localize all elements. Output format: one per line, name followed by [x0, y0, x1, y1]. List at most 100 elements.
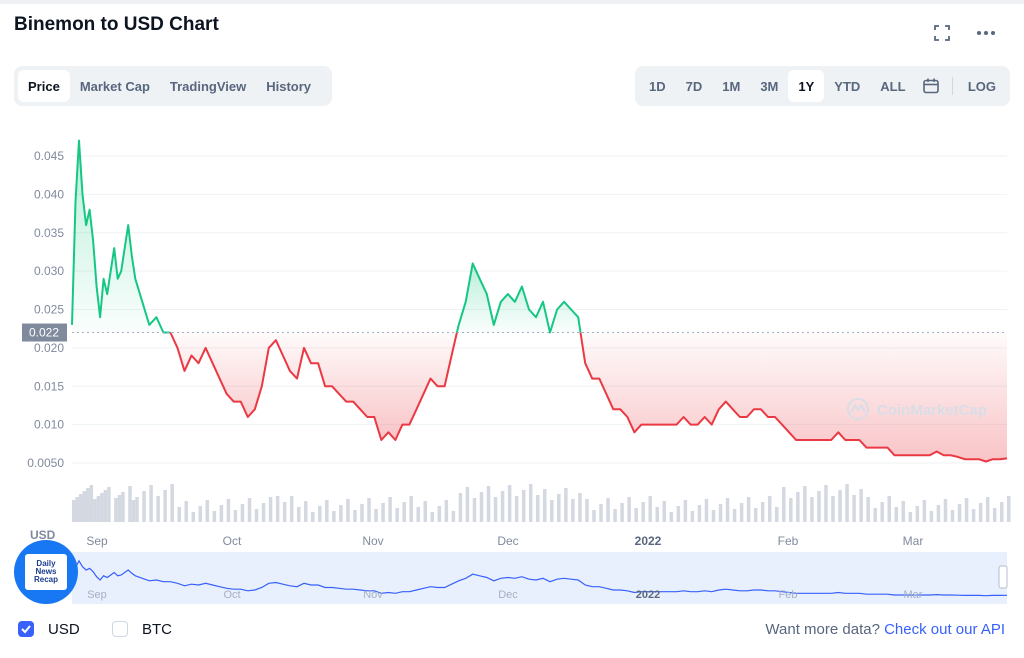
navigator-tick-label: Mar	[904, 589, 923, 601]
x-tick-label: Oct	[223, 534, 242, 548]
navigator-tick-label: Feb	[779, 589, 798, 601]
badge-text: Daily News Recap	[33, 559, 58, 584]
price-chart[interactable]: 0.022 0.045 0.040 0.035 0.030 0.025 0.020 0.01…	[0, 0, 1024, 610]
volume-bar	[824, 485, 828, 522]
tab-history[interactable]: History	[266, 78, 312, 94]
volume-bar	[131, 500, 136, 522]
volume-bar	[578, 493, 582, 522]
volume-bar	[226, 499, 231, 522]
volume-bar	[103, 490, 108, 522]
volume-bar	[985, 497, 990, 522]
price-line-down	[579, 332, 1008, 463]
volume-bar	[458, 493, 463, 522]
volume-bar	[212, 511, 217, 522]
volume-bar	[999, 502, 1004, 522]
volume-bar	[521, 490, 526, 522]
volume-bar	[388, 497, 392, 522]
volume-bar	[381, 503, 385, 522]
volume-bar	[107, 487, 111, 522]
calendar-icon[interactable]	[916, 70, 946, 102]
volume-bar	[96, 496, 101, 522]
navigator-tick-label: Oct	[223, 589, 240, 601]
volume-bar	[627, 497, 631, 522]
btc-checkbox[interactable]	[112, 621, 128, 637]
daily-news-recap-badge[interactable]: Daily News Recap	[14, 540, 78, 604]
watermark-text: CoinMarketCap	[877, 402, 987, 419]
range-ytd[interactable]: YTD	[834, 78, 861, 94]
volume-bar	[592, 510, 596, 522]
volume-bar	[423, 501, 428, 522]
volume-bar	[486, 486, 491, 522]
volume-bar	[275, 496, 280, 522]
y-tick-label: 0.035	[34, 226, 64, 240]
volume-bar	[676, 506, 681, 522]
api-cta: Want more data? Check out our API	[765, 621, 1005, 638]
usd-label: USD	[48, 621, 80, 638]
volume-bar	[100, 493, 104, 522]
volume-bar	[859, 489, 863, 522]
tab-market-cap[interactable]: Market Cap	[79, 78, 150, 94]
volume-bar	[135, 497, 139, 522]
volume-bar	[402, 502, 406, 522]
volume-bar	[971, 509, 976, 522]
volume-bar	[465, 487, 470, 522]
tab-price[interactable]: Price	[18, 70, 70, 102]
volume-bar	[170, 484, 174, 522]
volume-bar	[964, 498, 969, 522]
coinmarketcap-watermark: CoinMarketCap	[847, 398, 987, 420]
range-1y[interactable]: 1Y	[788, 70, 825, 102]
volume-bar	[318, 506, 322, 522]
volume-bar	[697, 505, 702, 522]
more-dots-icon[interactable]	[975, 22, 997, 44]
volume-bar	[198, 506, 203, 522]
volume-bar	[557, 494, 561, 522]
volume-bar	[184, 501, 188, 522]
range-7d[interactable]: 7D	[685, 78, 703, 94]
volume-bar	[543, 489, 547, 522]
range-1m[interactable]: 1M	[722, 78, 741, 94]
top-divider	[0, 0, 1024, 4]
price-line-up	[71, 139, 171, 334]
range-all[interactable]: ALL	[880, 78, 906, 94]
volume-bar	[655, 507, 659, 522]
area-above-reference	[456, 263, 581, 333]
y-axis-unit: USD	[30, 528, 56, 542]
range-3m[interactable]: 3M	[760, 78, 779, 94]
volume-bar	[219, 505, 224, 522]
volume-bar	[528, 484, 533, 522]
log-toggle[interactable]: LOG	[967, 78, 996, 94]
expand-icon[interactable]	[931, 22, 953, 44]
navigator-handle[interactable]	[998, 565, 1008, 589]
x-tick-label: Nov	[362, 534, 383, 548]
volume-bar	[894, 507, 899, 522]
volume-bar	[739, 503, 744, 522]
volume-bar	[845, 484, 849, 522]
volume-bar	[430, 512, 435, 522]
range-1d[interactable]: 1D	[649, 78, 666, 94]
volume-bar	[564, 488, 568, 522]
volume-bar	[901, 501, 906, 522]
volume-bar	[550, 500, 554, 522]
volume-bar	[838, 490, 842, 522]
volume-bar	[718, 504, 723, 522]
volume-bar	[613, 509, 617, 522]
price-line-down	[169, 332, 458, 441]
api-link[interactable]: Check out our API	[884, 621, 1005, 638]
volume-bar	[416, 507, 420, 522]
tab-tradingview[interactable]: TradingView	[169, 78, 247, 94]
volume-bar	[240, 504, 245, 522]
volume-bar	[82, 491, 87, 522]
usd-checkbox[interactable]	[18, 621, 34, 637]
range-navigator[interactable]: Sep Oct Nov Dec 2022 Feb Mar	[71, 552, 1008, 604]
volume-bar	[233, 510, 238, 522]
volume-bar	[599, 504, 603, 522]
volume-bar	[571, 499, 575, 522]
volume-bar	[887, 496, 891, 522]
y-tick-label: 0.025	[34, 303, 64, 317]
volume-bar	[311, 512, 315, 522]
navigator-tick-label: Nov	[363, 589, 383, 601]
navigator-tick-label: Sep	[87, 589, 107, 601]
area-above-reference	[72, 140, 171, 333]
volume-bar	[444, 500, 449, 522]
x-tick-label: Feb	[778, 534, 799, 548]
